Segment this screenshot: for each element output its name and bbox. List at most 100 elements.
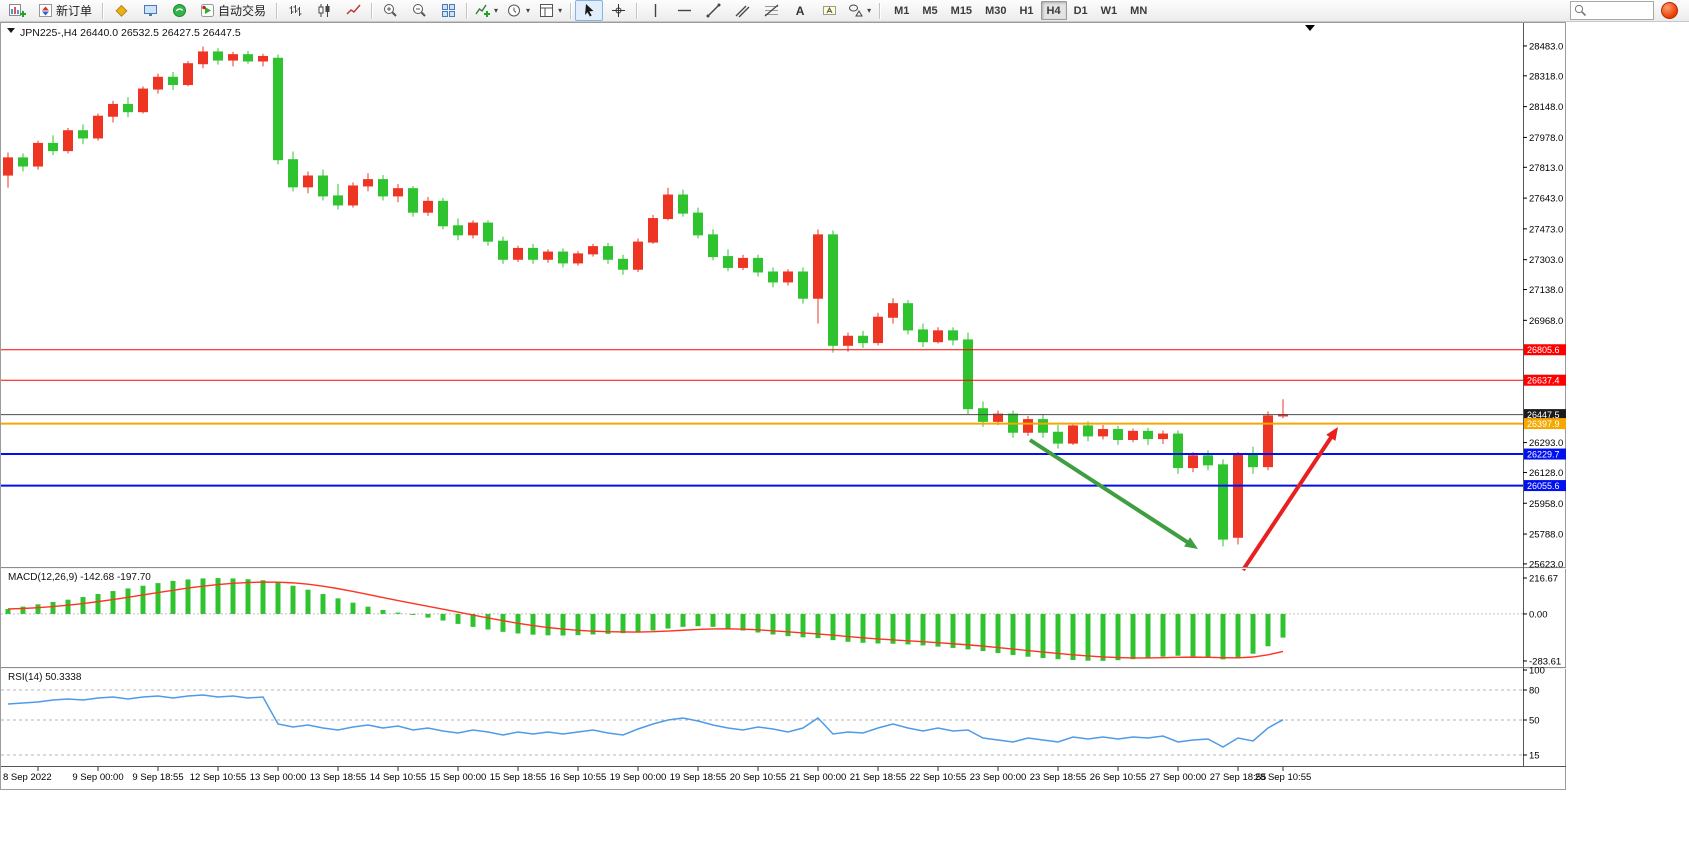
horizontal-line-icon	[677, 9, 691, 12]
toolbar-separator	[371, 2, 373, 19]
chevron-down-icon: ▾	[494, 6, 499, 15]
notification-icon[interactable]	[1661, 2, 1678, 19]
macd-histogram-bar	[770, 613, 776, 635]
candle-body	[993, 413, 1003, 422]
timeframe-m1-button[interactable]: M1	[894, 4, 910, 17]
macd-histogram-bar	[665, 613, 671, 629]
trend-down-arrow[interactable]	[1028, 438, 1198, 549]
shapes-button[interactable]: ▾	[844, 0, 875, 21]
zoom-out-button[interactable]	[405, 0, 433, 21]
candle-body	[1248, 454, 1258, 468]
candle-body	[633, 241, 643, 270]
candle-body	[288, 159, 298, 188]
candle-body	[723, 256, 733, 268]
timeframe-m30-button[interactable]: M30	[985, 4, 1007, 17]
chevron-down-icon: ▾	[867, 6, 872, 15]
terminal-button[interactable]	[136, 0, 164, 21]
macd-histogram-bar	[65, 599, 71, 614]
time-axis[interactable]: 8 Sep 2022 9 Sep 00:00 9 Sep 18:55 12 Sep 1…	[3, 767, 1311, 783]
macd-histogram-bar	[605, 613, 611, 634]
timeframe-m15-button[interactable]: M15	[950, 4, 973, 17]
macd-histogram-bar	[440, 613, 446, 621]
macd-histogram-bar	[1250, 613, 1256, 654]
macd-histogram-bar	[200, 578, 206, 614]
periods-button[interactable]: ▾	[503, 0, 534, 21]
time-tick-label: 22 Sep 10:55	[910, 772, 967, 783]
price-axis[interactable]: 28483.0 28318.0 28148.0 27978.0 27813.0 27643…	[1523, 41, 1563, 570]
toolbar-right-group	[1570, 1, 1686, 20]
candlestick-chart-button[interactable]	[310, 0, 338, 21]
candle-body	[1098, 429, 1108, 437]
time-tick-label: 27 Sep 18:55	[1210, 772, 1267, 783]
trendline-button[interactable]	[699, 0, 727, 21]
candle-body	[528, 247, 538, 260]
indicators-button[interactable]: ▾	[471, 0, 502, 21]
macd-histogram-bar	[110, 591, 116, 614]
candle-body	[63, 130, 73, 152]
time-tick-label: 14 Sep 10:55	[370, 772, 427, 783]
zoom-in-button[interactable]	[376, 0, 404, 21]
price-tick-label: 27978.0	[1529, 133, 1563, 144]
macd-tick-label: 216.67	[1529, 574, 1558, 585]
timeframe-h4-button[interactable]: H4	[1040, 1, 1067, 20]
channel-button[interactable]	[728, 0, 756, 21]
time-tick-label: 28 Sep 10:55	[1255, 772, 1312, 783]
macd-histogram-bar	[845, 613, 851, 642]
candle-body	[618, 258, 628, 270]
chart-shift-marker[interactable]	[1305, 25, 1315, 31]
time-tick-label: 9 Sep 18:55	[132, 772, 183, 783]
auto-trading-button[interactable]: 自动交易	[194, 0, 272, 21]
candle-body	[138, 88, 148, 113]
horizontal-line-button[interactable]	[670, 0, 698, 21]
candle-body	[1068, 425, 1078, 444]
chart-frame	[0, 22, 1566, 790]
symbol-dropdown-icon[interactable]	[7, 28, 15, 33]
rsi-tick-label: 100	[1529, 666, 1545, 677]
text-button[interactable]: A	[786, 0, 814, 21]
price-badge-26229.7	[1524, 448, 1566, 460]
fibonacci-button[interactable]	[757, 0, 785, 21]
macd-histogram-bar	[860, 613, 866, 643]
svg-text:26229.7: 26229.7	[1527, 450, 1560, 460]
crosshair-icon	[611, 4, 625, 17]
timeframe-h1-button[interactable]: H1	[1019, 4, 1034, 17]
price-tick-label: 25788.0	[1529, 530, 1563, 541]
templates-button[interactable]: ▾	[535, 0, 566, 21]
price-tick-label: 28148.0	[1529, 102, 1563, 113]
bar-chart-button[interactable]	[281, 0, 309, 21]
cursor-button[interactable]	[575, 0, 604, 21]
time-tick-label: 19 Sep 18:55	[670, 772, 727, 783]
community-button[interactable]	[165, 0, 193, 21]
candle-body	[498, 240, 508, 260]
line-chart-button[interactable]	[339, 0, 367, 21]
macd-histogram-bar	[950, 613, 956, 648]
time-tick-label: 9 Sep 00:00	[72, 772, 123, 783]
trend-up-arrow[interactable]	[1241, 427, 1338, 572]
timeframe-d1-button[interactable]: D1	[1073, 4, 1088, 17]
toolbar-separator	[570, 2, 572, 19]
mql5-market-button[interactable]	[107, 0, 135, 21]
candle-body	[933, 330, 943, 343]
new-chart-button[interactable]	[3, 0, 31, 21]
new-order-button[interactable]: 新订单	[32, 0, 98, 21]
candle-body	[1083, 425, 1093, 437]
tile-windows-button[interactable]	[434, 0, 462, 21]
candle-body	[378, 179, 388, 197]
timeframe-w1-button[interactable]: W1	[1100, 4, 1118, 17]
candle-body	[33, 142, 43, 167]
macd-histogram-bar	[530, 613, 536, 635]
vertical-line-button[interactable]	[641, 0, 669, 21]
time-tick-label: 15 Sep 18:55	[490, 772, 547, 783]
timeframe-mn-button[interactable]: MN	[1130, 4, 1148, 17]
text-label-button[interactable]	[815, 0, 843, 21]
macd-histogram-bar	[1115, 613, 1121, 661]
macd-histogram-bar	[1010, 613, 1016, 656]
candle-body	[603, 246, 613, 260]
candle-body	[783, 271, 793, 283]
crosshair-button[interactable]	[604, 0, 632, 21]
timeframe-m5-button[interactable]: M5	[922, 4, 938, 17]
candle-body	[393, 188, 403, 197]
candle-body	[423, 200, 433, 213]
search-input[interactable]	[1590, 3, 1650, 18]
